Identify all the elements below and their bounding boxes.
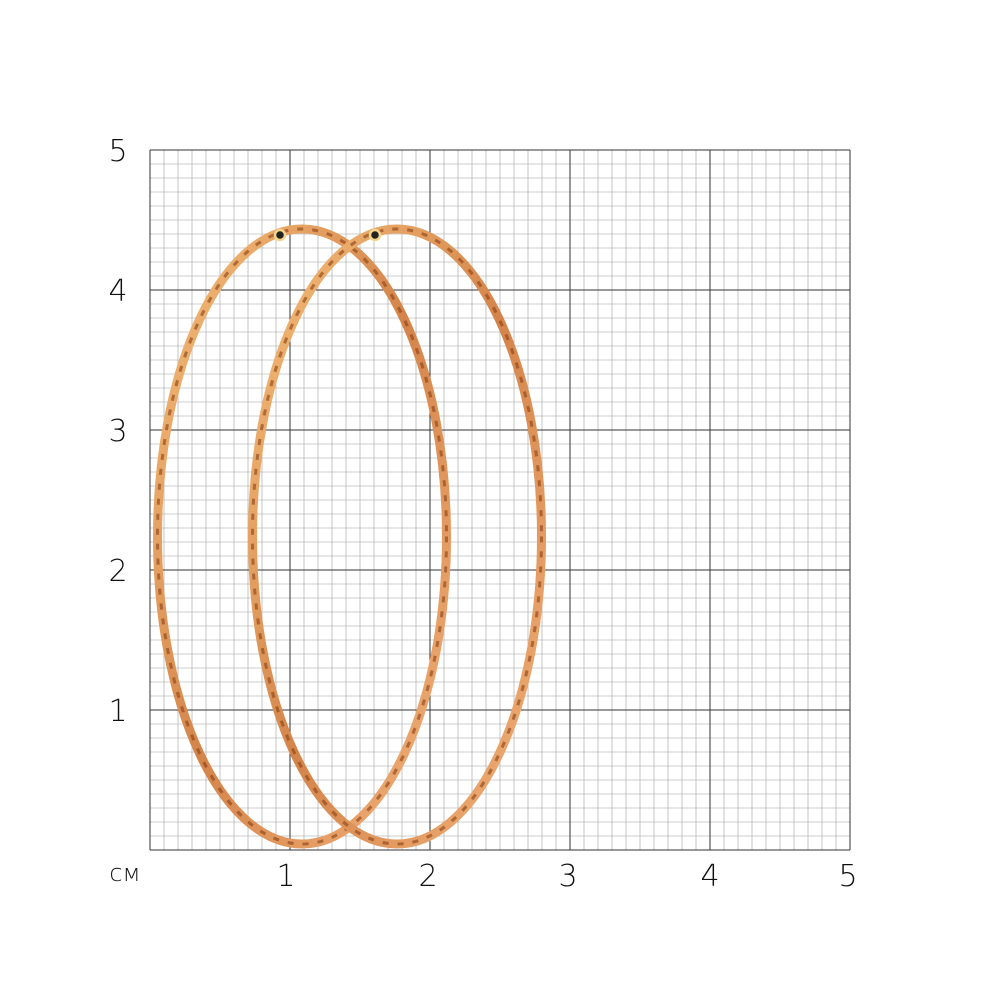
y-label-5: 5 — [108, 134, 128, 169]
unit-label: см — [109, 859, 141, 887]
hoop-earring-right — [248, 224, 546, 849]
y-label-4: 4 — [108, 274, 128, 309]
hoop-twist-pattern — [251, 227, 543, 846]
x-label-1: 1 — [276, 859, 296, 894]
x-label-3: 3 — [558, 859, 578, 894]
hoop-earring-left — [153, 224, 451, 849]
hoop-clasp — [368, 228, 382, 242]
hoop-clasp — [273, 228, 287, 242]
x-label-4: 4 — [700, 859, 720, 894]
y-label-1: 1 — [108, 694, 128, 729]
x-label-5: 5 — [838, 859, 858, 894]
y-label-3: 3 — [108, 414, 128, 449]
y-label-2: 2 — [108, 554, 128, 589]
x-label-2: 2 — [418, 859, 438, 894]
hoop-twist-pattern — [156, 227, 448, 846]
